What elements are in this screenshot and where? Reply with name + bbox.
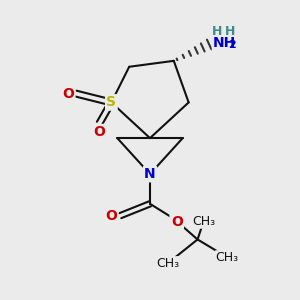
Text: CH₃: CH₃ (216, 251, 239, 264)
Text: H: H (224, 25, 235, 38)
Text: 2: 2 (228, 40, 236, 50)
Text: O: O (105, 209, 117, 223)
Text: NH: NH (212, 36, 236, 50)
Text: S: S (106, 95, 116, 110)
Text: O: O (171, 214, 183, 229)
Text: O: O (62, 86, 74, 100)
Text: CH₃: CH₃ (156, 257, 179, 270)
Text: N: N (144, 167, 156, 181)
Text: H: H (212, 25, 222, 38)
Text: O: O (94, 125, 105, 139)
Text: CH₃: CH₃ (192, 215, 215, 228)
